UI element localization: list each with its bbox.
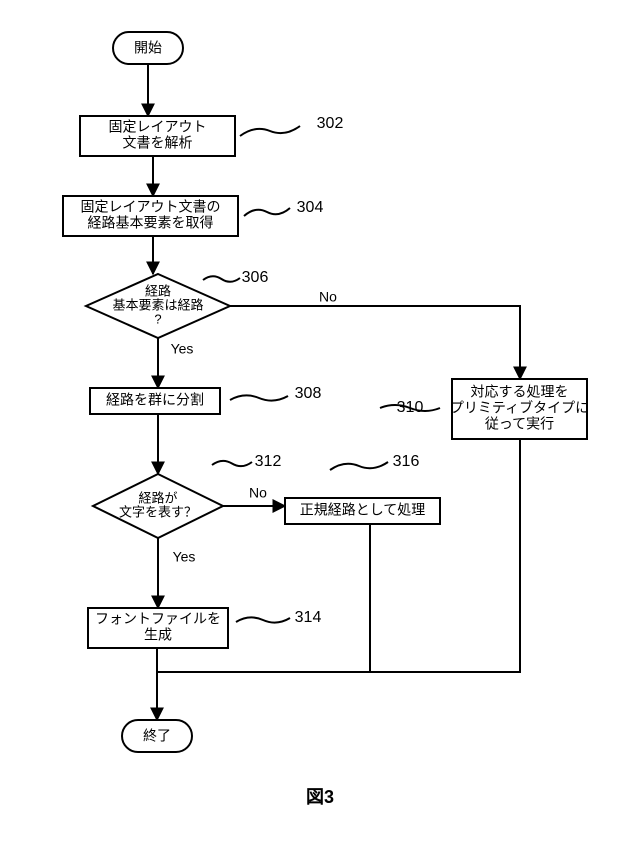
ref-n310: 310 — [397, 399, 424, 416]
figure-caption: 図3 — [306, 787, 334, 807]
ref-n316: 316 — [393, 453, 420, 470]
decision-n312-line: 経路が — [138, 490, 177, 505]
decision-n312-yes: Yes — [173, 549, 196, 565]
ref-squiggle — [230, 395, 288, 400]
ref-squiggle — [203, 276, 240, 282]
process-n310: 対応する処理をプリミティブタイプに従って実行 310 — [397, 379, 589, 439]
terminator-end-label: 終了 — [143, 728, 171, 744]
ref-n314: 314 — [295, 609, 322, 626]
process-n314-line: フォントファイルを — [95, 611, 221, 627]
process-n302: 固定レイアウト文書を解析 302 — [80, 115, 343, 156]
decision-n306-no: No — [319, 289, 337, 305]
process-n308: 経路を群に分割 308 — [90, 385, 321, 414]
process-n310-line: 従って実行 — [485, 416, 554, 432]
process-n302-line: 固定レイアウト — [109, 119, 207, 135]
flow-edge — [157, 524, 370, 672]
ref-n304: 304 — [297, 199, 324, 216]
decision-n312: 経路が文字を表す？ 312 Yes No — [93, 453, 281, 564]
terminator-end: 終了 — [122, 720, 192, 752]
process-n316: 正規経路として処理 316 — [285, 453, 440, 524]
process-n308-line: 経路を群に分割 — [106, 392, 204, 408]
decision-n306-line: 経路 — [145, 283, 171, 298]
flow-edge — [370, 439, 520, 672]
decision-n312-line: 文字を表す？ — [119, 504, 197, 519]
flow-edge — [230, 306, 520, 379]
ref-n312: 312 — [255, 453, 282, 470]
decision-n306-line: ? — [154, 311, 161, 326]
ref-squiggle — [240, 126, 300, 136]
ref-squiggle — [244, 208, 290, 216]
process-n310-line: プリミティブタイプに — [450, 400, 589, 416]
process-n310-line: 対応する処理を — [471, 384, 569, 400]
process-n304-line: 固定レイアウト文書の — [81, 199, 221, 215]
decision-n306: 経路基本要素は経路? 306 Yes No — [86, 269, 337, 356]
process-n316-line: 正規経路として処理 — [300, 502, 426, 518]
process-n304: 固定レイアウト文書の経路基本要素を取得 304 — [63, 196, 323, 236]
process-n304-line: 経路基本要素を取得 — [88, 215, 214, 231]
process-n314: フォントファイルを生成 314 — [88, 608, 321, 648]
ref-n308: 308 — [295, 385, 322, 402]
ref-n302: 302 — [317, 115, 344, 132]
decision-n306-yes: Yes — [171, 341, 194, 357]
ref-squiggle — [212, 461, 252, 466]
flowchart-canvas: 開始終了 固定レイアウト文書を解析 302 固定レイアウト文書の経路基本要素を取得 30… — [0, 0, 640, 860]
ref-squiggle — [330, 462, 388, 470]
terminator-start-label: 開始 — [134, 40, 162, 56]
terminator-start: 開始 — [113, 32, 183, 64]
process-n314-line: 生成 — [144, 627, 172, 643]
decision-n306-line: 基本要素は経路 — [112, 297, 203, 312]
ref-squiggle — [236, 617, 290, 622]
ref-n306: 306 — [242, 269, 269, 286]
decision-n312-no: No — [249, 485, 267, 501]
process-n302-line: 文書を解析 — [123, 135, 193, 151]
